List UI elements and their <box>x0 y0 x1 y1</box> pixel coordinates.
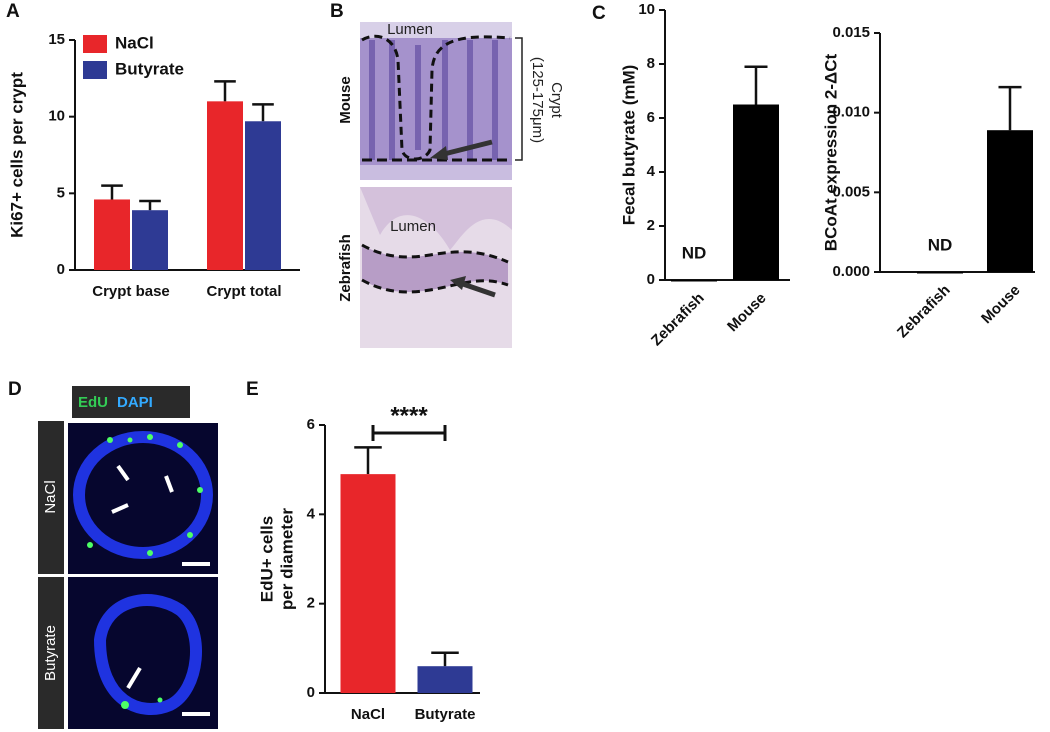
x-tick-label: Zebrafish <box>894 282 954 342</box>
image-label: (125-175μm) <box>529 57 546 143</box>
image-label: Mouse <box>337 76 354 124</box>
y-tick-label: 0 <box>57 261 65 278</box>
y-axis-label: EdU+ cells <box>257 516 276 602</box>
y-tick-label: 0.010 <box>832 104 870 121</box>
y-axis-label: per diameter <box>277 508 296 610</box>
y-tick-label: 0 <box>647 271 655 288</box>
y-tick-label: 2 <box>647 217 655 234</box>
error-bar <box>252 103 274 122</box>
stain-header <box>72 386 190 418</box>
x-tick-label: Butyrate <box>415 706 476 723</box>
x-tick-label: Mouse <box>978 282 1024 328</box>
image-label: Zebrafish <box>337 234 354 302</box>
y-tick-label: 0.005 <box>832 183 870 200</box>
bar <box>987 130 1033 272</box>
annotation: ND <box>928 235 953 254</box>
y-tick-label: 15 <box>48 31 65 48</box>
y-tick-label: 6 <box>647 109 655 126</box>
stain-label: DAPI <box>117 394 153 411</box>
annotation: ND <box>682 243 707 262</box>
image-label: Lumen <box>387 21 433 38</box>
bar <box>417 666 473 693</box>
micrograph-butyrate <box>68 577 218 729</box>
y-tick-label: 2 <box>307 595 315 612</box>
y-tick-label: 10 <box>48 108 65 125</box>
panel-label: A <box>6 1 20 22</box>
error-bar <box>354 446 382 475</box>
bar <box>340 474 396 693</box>
bar <box>132 210 168 270</box>
error-bar <box>998 85 1022 131</box>
y-tick-label: 6 <box>307 416 315 433</box>
y-tick-label: 0.000 <box>832 263 870 280</box>
x-tick-label: NaCl <box>351 706 385 723</box>
y-tick-label: 0.015 <box>832 24 870 41</box>
y-tick-label: 4 <box>647 163 656 180</box>
bar <box>733 104 779 280</box>
error-bar <box>101 184 123 200</box>
error-bar <box>431 651 459 667</box>
y-tick-label: 0 <box>307 684 315 701</box>
micrograph-mouse <box>360 22 512 180</box>
x-tick-label: Mouse <box>724 290 770 336</box>
legend-label: Butyrate <box>115 59 184 78</box>
x-tick-label: Zebrafish <box>648 290 708 350</box>
panel-label: C <box>592 3 606 24</box>
y-axis-label: Fecal butyrate (mM) <box>619 65 638 226</box>
bar <box>94 199 130 270</box>
y-axis-label: Ki67+ cells per crypt <box>7 72 26 238</box>
crypt-bracket <box>515 37 523 161</box>
bar <box>917 272 963 274</box>
y-tick-label: 5 <box>57 184 65 201</box>
micrograph-nacl <box>68 423 218 574</box>
micrograph-zebrafish <box>360 187 512 348</box>
row-header <box>38 577 64 729</box>
y-tick-label: 10 <box>638 1 655 18</box>
image-label: Lumen <box>390 218 436 235</box>
legend-label: NaCl <box>115 33 154 52</box>
error-bar <box>744 65 768 105</box>
bar <box>207 101 243 270</box>
error-bar <box>214 80 236 102</box>
bar <box>245 121 281 271</box>
image-label: Crypt <box>548 82 565 119</box>
y-axis-label: BCoAt expression 2-ΔCt <box>821 53 840 251</box>
significance-bracket <box>371 425 447 441</box>
legend-swatch <box>83 61 107 79</box>
panel-label: E <box>246 379 259 400</box>
y-tick-label: 8 <box>647 55 655 72</box>
y-tick-label: 4 <box>307 505 316 522</box>
legend-swatch <box>83 35 107 53</box>
panel-label: B <box>330 1 344 22</box>
row-header <box>38 421 64 574</box>
row-label: NaCl <box>42 480 59 513</box>
error-bar <box>139 199 161 211</box>
x-tick-label: Crypt total <box>207 283 282 300</box>
x-tick-label: Crypt base <box>92 283 170 300</box>
bar <box>671 280 717 282</box>
row-label: Butyrate <box>42 625 59 681</box>
panel-label: D <box>8 379 22 400</box>
significance-label: **** <box>390 402 428 429</box>
stain-label: EdU <box>78 394 108 411</box>
